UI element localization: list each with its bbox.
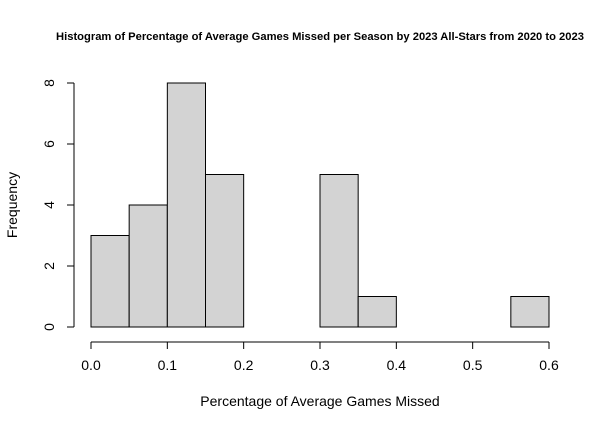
histogram-bar	[319, 174, 359, 328]
x-tick-label: 0.1	[158, 357, 178, 373]
y-tick-label: 2	[41, 262, 57, 270]
x-axis-ticks: 0.0 0.1 0.2 0.3 0.4 0.5 0.6	[81, 342, 559, 373]
chart-title: Histogram of Percentage of Average Games…	[56, 31, 584, 43]
histogram-bar	[205, 174, 245, 328]
x-tick-label: 0.5	[463, 357, 483, 373]
y-tick-label: 4	[41, 201, 57, 209]
histogram-bar	[357, 296, 397, 328]
histogram-bar	[510, 296, 550, 328]
y-axis: 0 2 4 6 8	[41, 79, 75, 331]
x-tick-label: 0.6	[539, 357, 559, 373]
histogram-bar	[90, 235, 130, 328]
x-axis: 0.0 0.1 0.2 0.3 0.4 0.5 0.6	[81, 341, 559, 373]
y-axis-title: Frequency	[4, 172, 20, 238]
histogram-bars	[90, 82, 550, 328]
x-tick-label: 0.3	[310, 357, 330, 373]
y-tick-label: 8	[41, 79, 57, 87]
histogram-bar	[128, 204, 168, 328]
histogram-bar	[166, 82, 206, 328]
y-tick-label: 6	[41, 140, 57, 148]
x-axis-title: Percentage of Average Games Missed	[200, 393, 439, 409]
y-axis-ticks: 0 2 4 6 8	[41, 79, 74, 331]
x-tick-label: 0.4	[387, 357, 407, 373]
y-tick-label: 0	[41, 323, 57, 331]
x-tick-label: 0.2	[234, 357, 254, 373]
x-tick-label: 0.0	[81, 357, 101, 373]
